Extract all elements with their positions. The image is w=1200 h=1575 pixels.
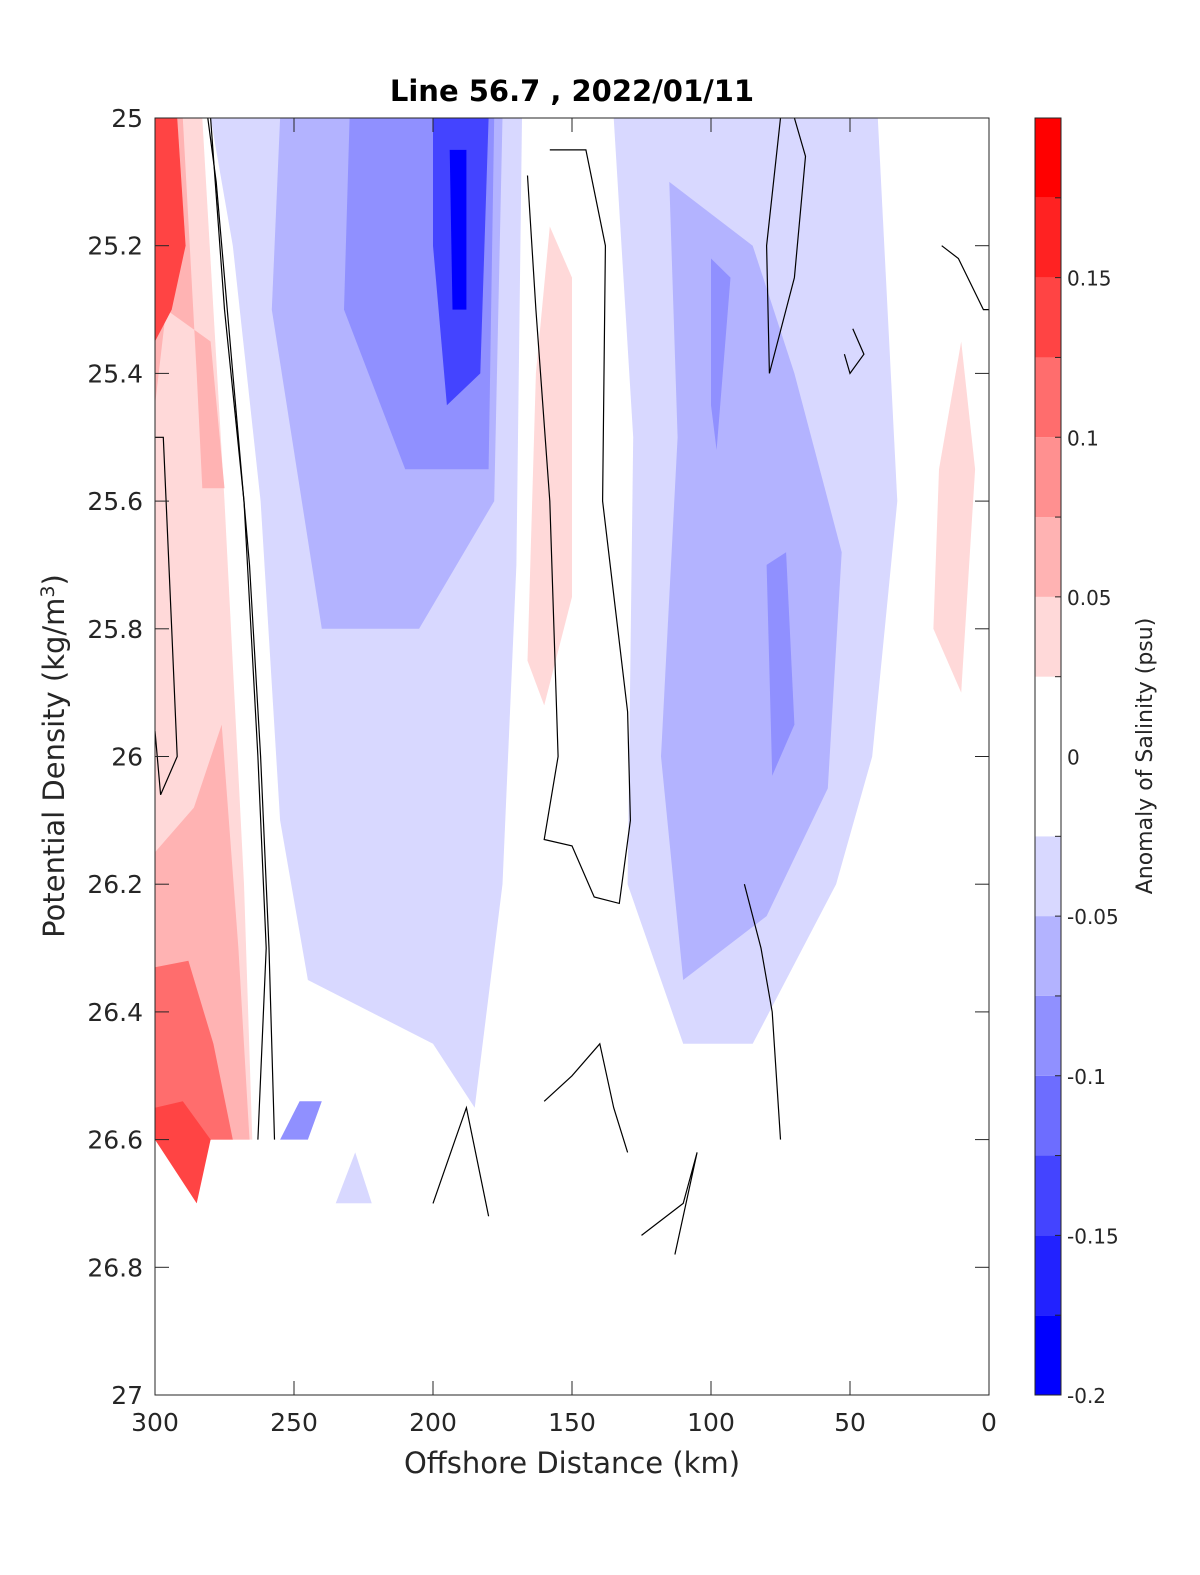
zero-contour-line-6	[843, 328, 865, 375]
colorbar-tick-label: -0.05	[1067, 905, 1119, 929]
contour-region-coastal-positive-patch	[933, 341, 976, 693]
colorbar-tick-label: 0	[1067, 746, 1080, 770]
colorbar-frame	[1034, 117, 1062, 1396]
colorbar-band	[1035, 1075, 1061, 1156]
x-tick-label: 300	[131, 1408, 179, 1437]
colorbar-band	[1035, 1235, 1061, 1316]
colorbar-title: Anomaly of Salinity (psu)	[1133, 618, 1158, 895]
zero-contour-line-8	[432, 1105, 490, 1217]
y-tick-label: 25.4	[87, 359, 143, 388]
zero-contour-line-7	[941, 245, 989, 311]
colorbar-band	[1035, 1315, 1061, 1395]
plot-area	[155, 118, 989, 1395]
y-tick-label: 25.6	[87, 487, 143, 516]
zero-contour-line-9	[641, 1152, 698, 1255]
contour-region-offshore-negative-inner-core	[449, 149, 467, 310]
y-tick-label: 27	[111, 1381, 143, 1410]
colorbar-band	[1035, 596, 1061, 677]
y-tick-label: 26.2	[87, 870, 143, 899]
zero-contour-line-1	[207, 118, 276, 1140]
contour-region-shelf-negative-core	[661, 181, 842, 980]
x-tick-label: 50	[834, 1408, 866, 1437]
zero-contour-line-11	[743, 884, 782, 1140]
zero-contour-line-3	[155, 436, 178, 796]
x-tick-label: 0	[981, 1408, 997, 1437]
x-tick-label: 250	[270, 1408, 318, 1437]
contour-region-bottom-negative-patch2	[335, 1152, 372, 1204]
x-tick-label: 100	[687, 1408, 735, 1437]
y-axis-title-sup: 3	[37, 585, 59, 597]
contour-region-white-blank-bottom	[155, 1203, 989, 1395]
contour-region-nearshore-positive-bottom	[155, 1101, 211, 1204]
y-axis-title-close: )	[37, 574, 71, 585]
colorbar-band	[1035, 995, 1061, 1076]
y-axis-title: Potential Density (kg/m3)	[37, 574, 71, 938]
x-tick-label: 150	[548, 1408, 596, 1437]
zero-contour-line-4	[526, 149, 632, 905]
colorbar-band	[1035, 836, 1061, 917]
colorbar-tick-label: 0.05	[1067, 586, 1112, 610]
colorbar-band	[1035, 517, 1061, 597]
colorbar-band	[1035, 277, 1061, 358]
y-tick-label: 26.8	[87, 1253, 143, 1282]
colorbar-band	[1035, 437, 1061, 518]
y-tick-label: 25.8	[87, 615, 143, 644]
colorbar-band	[1035, 916, 1061, 996]
colorbar-tick-label: -0.15	[1067, 1224, 1119, 1248]
colorbar-tick-label: 0.1	[1067, 426, 1099, 450]
x-tick-label: 200	[409, 1408, 457, 1437]
y-axis-title-main: Potential Density (kg/m	[37, 598, 71, 938]
colorbar-tick-label: -0.2	[1067, 1384, 1106, 1408]
zero-contour-line-10	[543, 1042, 629, 1153]
colorbar-band	[1035, 1155, 1061, 1236]
contour-region-nearshore-positive-deep	[155, 960, 233, 1140]
y-tick-label: 25	[111, 104, 143, 133]
colorbar-band	[1035, 197, 1061, 278]
colorbar-band	[1035, 118, 1061, 198]
y-tick-label: 25.2	[87, 232, 143, 261]
zero-contour-line-2	[210, 118, 267, 1140]
contour-region-nearshore-positive-core	[155, 118, 186, 342]
colorbar-band	[1035, 676, 1061, 837]
contour-region-bottom-negative-patch	[280, 1101, 322, 1140]
y-tick-label: 26	[111, 743, 143, 772]
zero-contour-line-5	[765, 118, 807, 374]
colorbar: -0.2 -0.15 -0.1 -0.05 0 0.05 0.1 0.15 Anomaly o…	[1034, 117, 1158, 1408]
colorbar-tick-label: -0.1	[1067, 1065, 1106, 1089]
x-axis-title: Offshore Distance (km)	[404, 1446, 740, 1480]
contour-region-shelf-negative-inner2	[766, 552, 795, 776]
colorbar-tick-label: 0.15	[1067, 267, 1112, 291]
y-tick-label: 26.4	[87, 998, 143, 1027]
contour-region-shelf-negative-inner	[711, 258, 731, 450]
chart-title: Line 56.7 , 2022/01/11	[390, 74, 754, 108]
colorbar-band	[1035, 357, 1061, 438]
y-tick-label: 26.6	[87, 1126, 143, 1155]
